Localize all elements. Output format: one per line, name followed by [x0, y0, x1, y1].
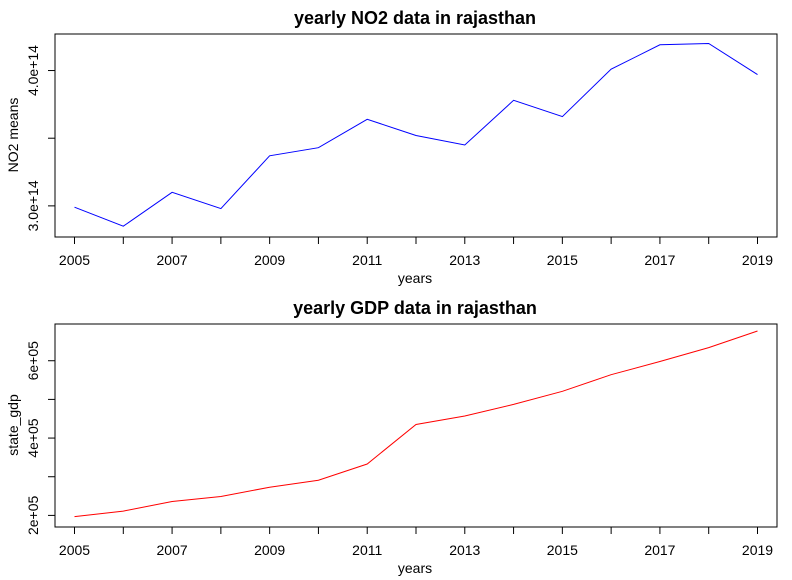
gdp-x-tick-label: 2005 [59, 542, 90, 558]
gdp-x-tick-label: 2013 [449, 542, 480, 558]
no2-x-axis: 2005 2007 2009 2011 2013 2015 2017 2019 [59, 237, 773, 268]
gdp-series-line [74, 330, 758, 518]
gdp-plot-box [54, 323, 778, 528]
no2-chart-title: yearly NO2 data in rajasthan [294, 8, 536, 28]
gdp-y-tick-label: 4e+05 [25, 418, 41, 458]
no2-x-tick-label: 2017 [644, 252, 675, 268]
gdp-x-tick-label: 2011 [352, 542, 382, 558]
no2-y-axis: 3.0e+14 4.0e+14 [25, 45, 55, 231]
gdp-y-axis-label: state_gdp [5, 394, 21, 456]
no2-x-tick-label: 2011 [352, 252, 382, 268]
no2-series [74, 42, 758, 227]
gdp-y-tick-label: 2e+05 [25, 496, 41, 536]
gdp-x-tick-label: 2019 [742, 542, 773, 558]
gdp-x-tick-label: 2009 [254, 542, 285, 558]
gdp-x-tick-label: 2007 [157, 542, 188, 558]
gdp-y-tick-label: 6e+05 [25, 341, 41, 381]
no2-x-tick-label: 2019 [742, 252, 773, 268]
gdp-y-axis: 2e+05 4e+05 6e+05 [25, 341, 55, 535]
no2-series-line [74, 42, 758, 227]
gdp-x-tick-label: 2015 [547, 542, 578, 558]
gdp-x-tick-label: 2017 [644, 542, 675, 558]
no2-y-tick-label: 4.0e+14 [25, 45, 41, 96]
no2-x-axis-label: years [398, 270, 432, 286]
gdp-x-axis: 2005 2007 2009 2011 2013 2015 2017 2019 [59, 527, 773, 558]
gdp-series [74, 330, 758, 518]
gdp-panel: yearly GDP data in rajasthan 2005 2007 200… [5, 298, 778, 576]
no2-y-axis-label: NO2 means [5, 98, 21, 173]
no2-x-tick-label: 2015 [547, 252, 578, 268]
no2-x-tick-label: 2013 [449, 252, 480, 268]
no2-x-tick-label: 2009 [254, 252, 285, 268]
no2-panel: yearly NO2 data in rajasthan 2005 2007 200… [5, 8, 778, 286]
gdp-x-axis-label: years [398, 560, 432, 576]
no2-y-tick-label: 3.0e+14 [25, 180, 41, 231]
no2-x-tick-label: 2005 [59, 252, 90, 268]
gdp-chart-title: yearly GDP data in rajasthan [293, 298, 537, 318]
no2-x-tick-label: 2007 [157, 252, 188, 268]
